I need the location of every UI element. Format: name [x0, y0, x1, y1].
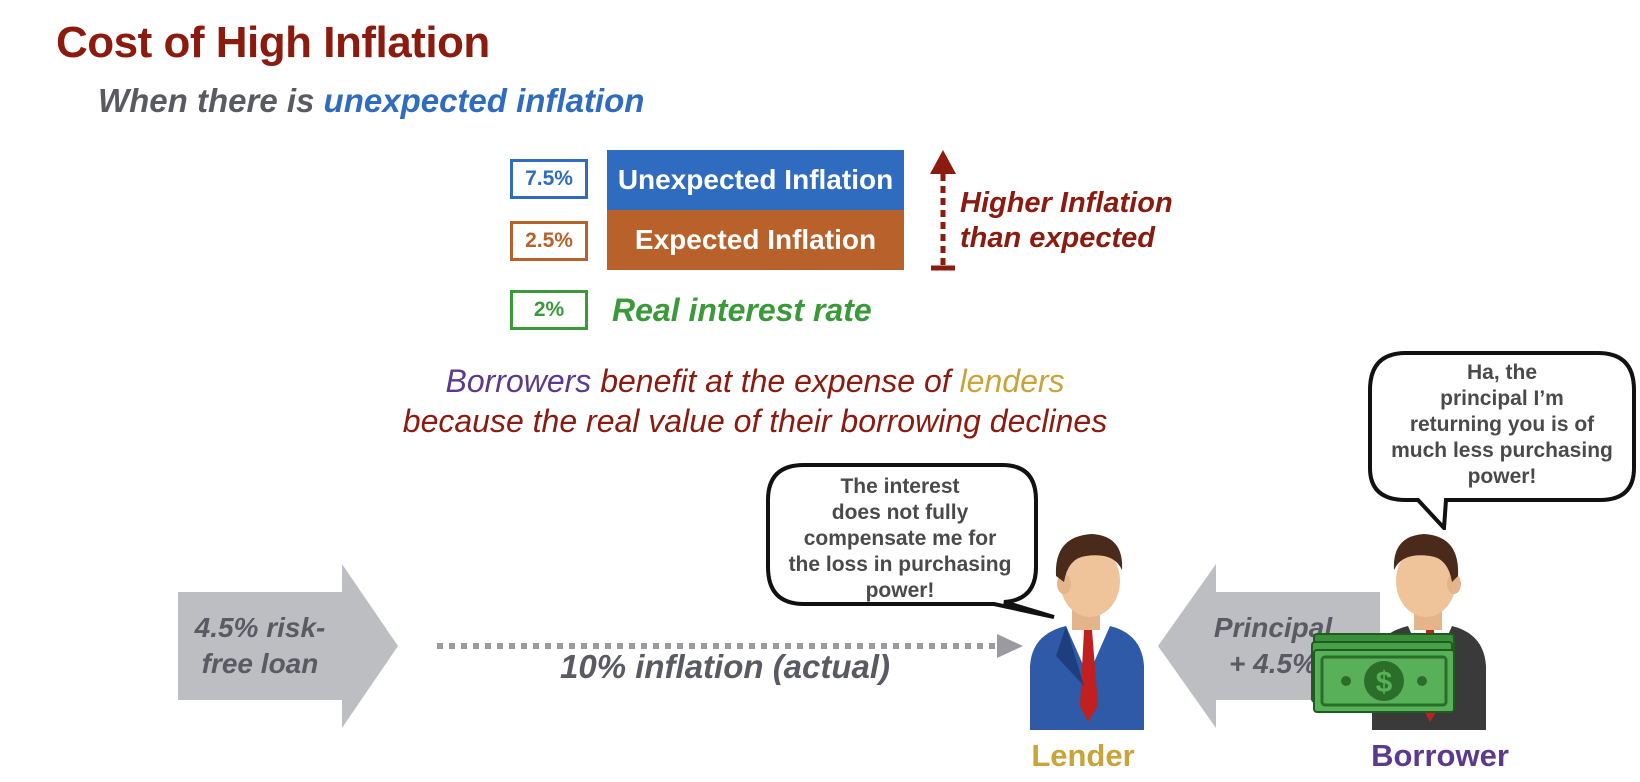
inflation-actual-label: 10% inflation (actual): [560, 648, 891, 685]
loan-line2: free loan: [201, 648, 319, 679]
lender-person-icon: [1030, 534, 1144, 730]
real-interest-rate-label: Real interest rate: [612, 292, 872, 328]
expected-pct-box: 2.5%: [510, 221, 588, 261]
lender-bubble-line: compensate me for: [803, 527, 997, 550]
lender-speech-bubble-icon: [766, 463, 1055, 619]
page-title: Cost of High Inflation: [56, 18, 490, 67]
borrower-bubble-line: Ha, the: [1466, 361, 1537, 384]
lenders-word: lenders: [959, 363, 1065, 399]
higher-note-line2: than expected: [960, 222, 1155, 254]
svg-text:$: $: [1376, 666, 1393, 699]
loan-arrow-label: 4.5% risk- free loan: [180, 610, 340, 682]
statement-middle: benefit at the expense of: [591, 363, 960, 399]
borrower-bubble-line: much less purchasing: [1391, 439, 1613, 462]
real-rate-pct-box: 2%: [510, 290, 588, 330]
subtitle-highlight: unexpected inflation: [323, 82, 645, 119]
subtitle: When there is unexpected inflation: [98, 82, 644, 120]
borrower-speech-bubble-icon: [1368, 351, 1636, 530]
lender-bubble-line: does not fully: [831, 501, 969, 524]
subtitle-prefix: When there is: [98, 82, 324, 119]
lender-bubble-line: power!: [865, 579, 935, 602]
dotted-right-arrow-icon: [437, 634, 1023, 658]
up-arrow-icon: [930, 150, 956, 271]
statement-line2: because the real value of their borrowin…: [402, 403, 1108, 439]
borrower-bubble-line: power!: [1467, 465, 1537, 488]
money-stack-icon: $: [1311, 633, 1455, 713]
borrower-bubble-line: returning you is of: [1409, 413, 1595, 436]
loan-arrow-shape: [178, 564, 398, 728]
unexpected-inflation-bar: Unexpected Inflation: [607, 150, 904, 210]
principal-line2: + 4.5%: [1229, 648, 1317, 679]
loan-line1: 4.5% risk-: [194, 612, 326, 643]
higher-note-line1: Higher Inflation: [960, 187, 1173, 219]
borrowers-word: Borrowers: [445, 363, 592, 399]
principal-line1: Principal: [1213, 612, 1333, 643]
lender-label: Lender: [1031, 738, 1135, 773]
expected-inflation-bar: Expected Inflation: [607, 210, 904, 270]
lender-bubble-line: the loss in purchasing: [788, 553, 1012, 576]
statement-line1: Borrowers benefit at the expense of lend…: [300, 363, 1210, 400]
lender-bubble-line: The interest: [840, 475, 960, 498]
borrower-bubble-text: Ha, the principal I’m returning you is o…: [1374, 360, 1630, 490]
lender-bubble-text: The interest does not fully compensate m…: [770, 474, 1030, 604]
borrower-bubble-line: principal I’m: [1440, 387, 1564, 410]
unexpected-pct-box: 7.5%: [510, 159, 588, 199]
principal-arrow-label: Principal + 4.5%: [1198, 610, 1348, 682]
borrower-label: Borrower: [1371, 738, 1509, 773]
higher-inflation-note: Higher Inflation than expected: [960, 186, 1173, 256]
